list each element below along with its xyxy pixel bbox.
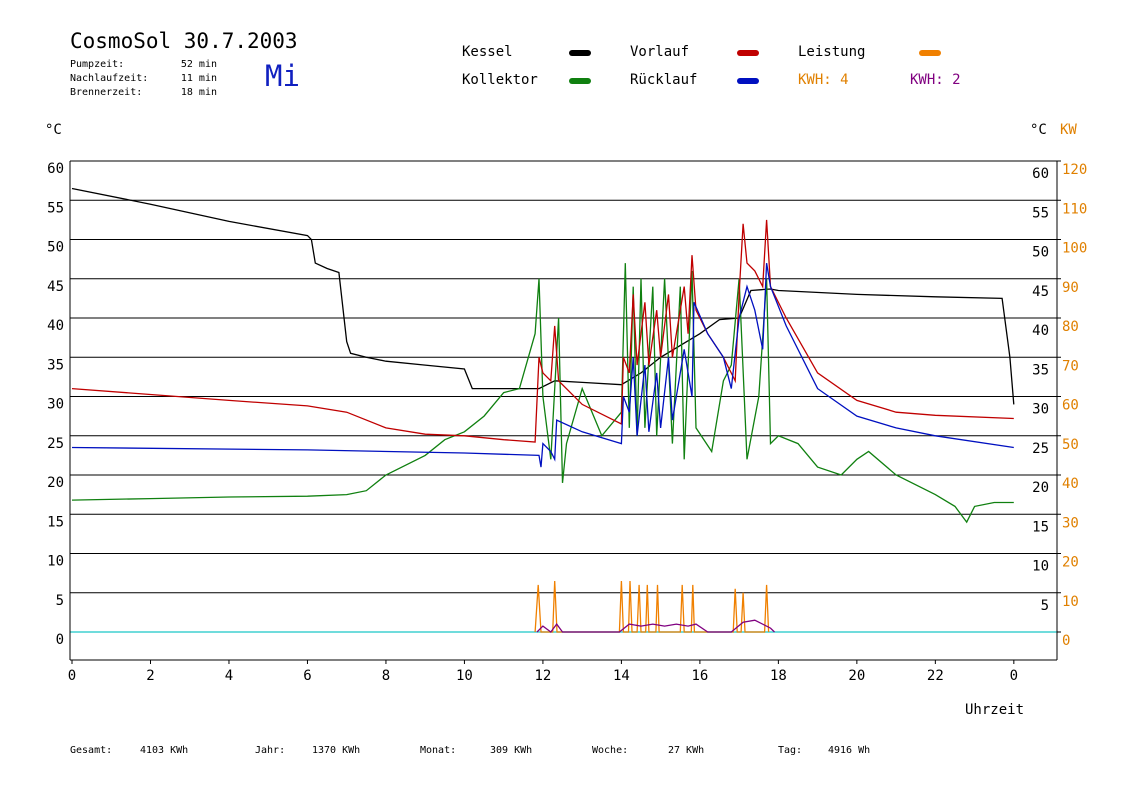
y-tick-label-right: 15 [1032,519,1049,535]
x-tick-label: 12 [534,668,551,684]
x-tick-label: 6 [303,668,311,684]
y2-tick-label: 80 [1062,319,1079,335]
total-label: Gesamt: [70,745,112,756]
y-tick-label-right: 50 [1032,245,1049,261]
legend-label: Kessel [462,44,513,60]
y-tick-label: 40 [47,318,64,334]
y2-tick-label: 110 [1062,201,1087,217]
y-tick-label: 60 [47,161,64,177]
y2-tick-label: 70 [1062,358,1079,374]
legend-label: Leistung [798,44,865,60]
y2-tick-label: 120 [1062,162,1087,178]
x-tick-label: 14 [613,668,630,684]
run-time-value: 18 min [181,87,217,98]
y-tick-label: 50 [47,240,64,256]
y2-tick-label: 50 [1062,437,1079,453]
series-line [71,187,1015,405]
legend-label: KWH: 2 [910,72,961,88]
series-line [71,219,1014,443]
y-tick-label: 5 [56,593,64,609]
legend-label: Rücklauf [630,72,697,88]
x-tick-label: 18 [770,668,787,684]
total-value: 27 KWh [668,745,704,756]
y-tick-label: 55 [47,200,64,216]
chart-title: CosmoSol 30.7.2003 [70,29,298,53]
total-value: 1370 KWh [312,745,360,756]
y2-tick-label: 60 [1062,398,1079,414]
x-axis-label: Uhrzeit [965,702,1024,718]
y-unit-right: °C [1030,122,1047,138]
y2-tick-label: 30 [1062,515,1079,531]
y-tick-label-right: 45 [1032,284,1049,300]
total-value: 4103 KWh [140,745,188,756]
y-tick-label: 45 [47,279,64,295]
x-tick-label: 10 [456,668,473,684]
y-tick-label: 0 [56,632,64,648]
y-tick-label: 25 [47,436,64,452]
run-time-label: Nachlaufzeit: [70,73,148,84]
y-tick-label-right: 40 [1032,323,1049,339]
y2-unit: KW [1060,122,1077,138]
x-tick-label: 8 [382,668,390,684]
annotation: KWH: 4 [798,72,849,88]
y2-tick-label: 100 [1062,241,1087,257]
legend-label: Vorlauf [630,44,689,60]
y-tick-label: 20 [47,475,64,491]
series-line [536,619,775,633]
y-tick-label: 15 [47,514,64,530]
x-tick-label: 0 [68,668,76,684]
x-tick-label: 0 [1010,668,1018,684]
y2-tick-label: 90 [1062,280,1079,296]
total-value: 4916 Wh [828,745,870,756]
y-tick-label-right: 35 [1032,362,1049,378]
series-line [71,262,1014,468]
total-label: Monat: [420,745,456,756]
total-label: Tag: [778,745,802,756]
y-tick-label-right: 20 [1032,480,1049,496]
x-tick-label: 4 [225,668,233,684]
total-label: Woche: [592,745,628,756]
run-time-value: 11 min [181,73,217,84]
x-tick-label: 22 [927,668,944,684]
y2-tick-label: 20 [1062,555,1079,571]
y2-tick-label: 40 [1062,476,1079,492]
y-tick-label-right: 25 [1032,441,1049,457]
legend-label: Kollektor [462,72,538,88]
total-value: 309 KWh [490,745,532,756]
y2-tick-label: 10 [1062,594,1079,610]
y-tick-label: 35 [47,357,64,373]
y-tick-label: 10 [47,554,64,570]
y-tick-label-right: 30 [1032,402,1049,418]
y2-tick-label: 0 [1062,633,1070,649]
run-time-value: 52 min [181,59,217,70]
y-tick-label-right: 10 [1032,559,1049,575]
y-unit: °C [45,122,62,138]
x-tick-label: 16 [691,668,708,684]
x-tick-label: 20 [848,668,865,684]
y-tick-label-right: 5 [1041,598,1049,614]
run-time-label: Brennerzeit: [70,87,142,98]
x-tick-label: 2 [146,668,154,684]
run-time-label: Pumpzeit: [70,59,124,70]
y-tick-label: 30 [47,397,64,413]
series-line [71,263,1014,524]
weekday: Mi [265,59,300,93]
y-tick-label-right: 55 [1032,205,1049,221]
total-label: Jahr: [255,745,285,756]
y-tick-label-right: 60 [1032,166,1049,182]
